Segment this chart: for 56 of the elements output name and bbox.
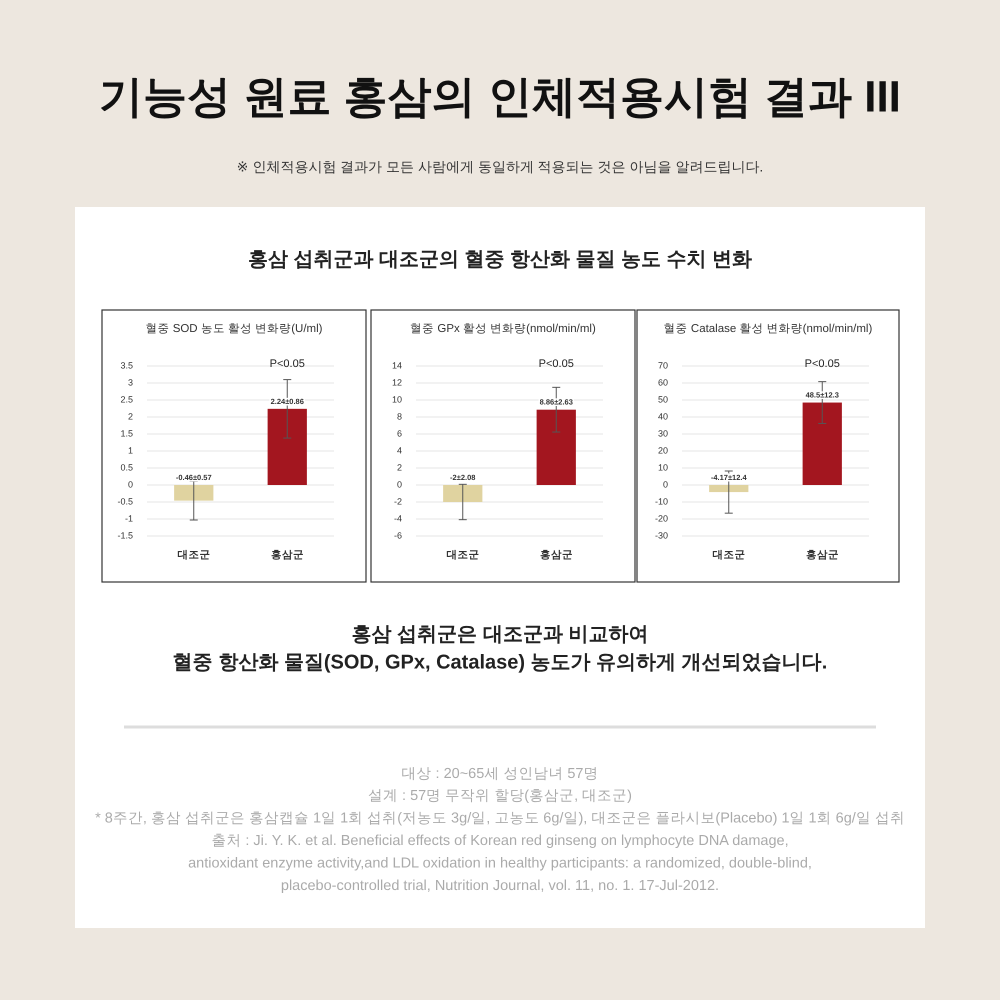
annotation: P<0.05 xyxy=(538,358,574,370)
text: placebo-controlled trial, Nutrition Journal, vol. 11, no. 1. 17-Jul-2012. xyxy=(280,878,720,894)
y-tick-label: -4 xyxy=(394,513,402,524)
y-tick-label: 2 xyxy=(128,411,133,422)
y-tick-label: 0 xyxy=(662,479,668,490)
y-tick-label: 0.5 xyxy=(120,462,133,472)
y-tick-label: 8 xyxy=(396,411,402,422)
text: * 8주간, 홍삼 섭취군은 홍삼캡슐 1일 1회 섭취(저농도 3g/일, 고농도 6g/일), 대조군은 플라시보(Placebo) 1일 1회 6g/일 섭취 xyxy=(95,810,905,827)
y-tick-label: 2.5 xyxy=(120,394,133,404)
y-tick-label: 60 xyxy=(658,377,668,388)
y-tick-label: -30 xyxy=(654,530,668,540)
text: 대상 : 20~65세 성인남녀 57명 xyxy=(402,766,598,782)
y-tick-label: 12 xyxy=(392,377,402,388)
source-note: 출처 : Ji. Y. K. et al. Beneficial effects of Korean red ginseng on lymphocyte DNA damage, xyxy=(211,833,789,850)
y-tick-label: 1.5 xyxy=(120,428,133,438)
y-tick-label: 40 xyxy=(658,411,668,422)
y-tick-label: 50 xyxy=(658,394,668,404)
y-tick-label: 6 xyxy=(396,428,402,438)
y-tick-label: -2 xyxy=(394,496,402,506)
text: ※ 인체적용시험 결과가 모든 사람에게 동일하게 적용되는 것은 아님을 알려드립니다. xyxy=(236,158,764,175)
y-tick-label: -1.5 xyxy=(117,530,133,540)
y-tick-label: 14 xyxy=(392,360,402,370)
chart-title: 혈중 Catalase 활성 변화량(nmol/min/ml) xyxy=(664,323,872,336)
x-tick-label: 홍삼군 xyxy=(270,548,304,561)
y-tick-label: 0 xyxy=(128,479,133,490)
x-tick-label: 홍삼군 xyxy=(806,548,839,561)
y-tick-label: 3.5 xyxy=(120,360,133,370)
y-tick-label: 0 xyxy=(396,479,402,490)
y-tick-label: -6 xyxy=(394,530,402,540)
text: 홍삼 섭취군은 대조군과 비교하여 xyxy=(352,623,648,646)
y-tick-label: 70 xyxy=(658,360,668,370)
y-tick-label: 10 xyxy=(392,394,402,404)
x-tick-label: 홍삼군 xyxy=(540,548,573,561)
annotation: P<0.05 xyxy=(804,358,840,370)
y-tick-label: 1 xyxy=(128,445,133,456)
text: antioxidant enzyme activity,and LDL oxidation in healthy participants: a randomized, double-blind, xyxy=(188,855,812,872)
y-tick-label: 4 xyxy=(396,445,402,456)
y-tick-label: 2 xyxy=(396,462,402,472)
y-tick-label: -10 xyxy=(654,496,668,506)
chart-title: 혈중 GPx 활성 변화량(nmol/min/ml) xyxy=(410,323,596,336)
text: 혈중 항산화 물질(SOD, GPx, Catalase) 농도가 유의하게 개선되었습니다. xyxy=(172,651,828,674)
y-tick-label: 10 xyxy=(658,462,668,472)
x-tick-label: 대조군 xyxy=(177,548,210,561)
annotation: P<0.05 xyxy=(270,358,305,370)
y-tick-label: -20 xyxy=(654,513,668,524)
y-tick-label: 20 xyxy=(658,445,668,456)
text: 홍삼 섭취군과 대조군의 혈중 항산화 물질 농도 수치 변화 xyxy=(248,248,752,270)
y-tick-label: -0.5 xyxy=(117,496,133,506)
y-tick-label: 30 xyxy=(658,428,668,438)
x-tick-label: 대조군 xyxy=(446,548,480,561)
chart-title: 혈중 SOD 농도 활성 변화량(U/ml) xyxy=(146,323,323,336)
y-tick-label: 3 xyxy=(128,377,133,388)
text: 기능성 원료 홍삼의 인체적용시험 결과 III xyxy=(99,72,901,122)
text: 설계 : 57명 무작위 할당(홍삼군, 대조군) xyxy=(368,788,632,804)
x-tick-label: 대조군 xyxy=(712,548,746,561)
y-tick-label: -1 xyxy=(124,513,133,524)
